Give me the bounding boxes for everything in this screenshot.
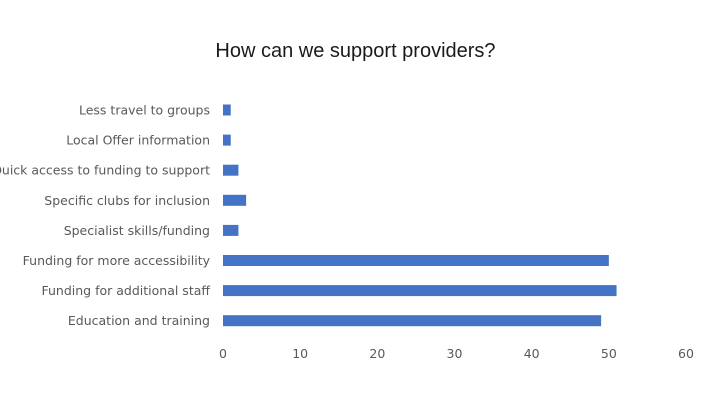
bar [223,194,247,206]
category-label: Funding for additional staff [42,283,211,298]
bar [223,164,239,176]
category-label: Local Offer information [66,133,210,148]
bar [223,104,231,116]
bar [223,134,231,146]
x-tick-label: 0 [219,346,227,361]
category-label: Funding for more accessibility [23,253,211,268]
bar [223,315,602,327]
category-label: Specific clubs for inclusion [44,193,210,208]
category-label: Specialist skills/funding [64,223,210,238]
x-tick-label: 50 [601,346,617,361]
category-label: Less travel to groups [79,103,210,118]
category-label: Education and training [68,313,210,328]
x-tick-label: 60 [678,346,694,361]
x-tick-label: 10 [292,346,308,361]
x-tick-label: 20 [369,346,385,361]
chart-title: How can we support providers? [215,40,496,62]
x-tick-label: 40 [524,346,540,361]
bar [223,224,239,236]
x-tick-label: 30 [447,346,463,361]
bar [223,255,609,266]
bar [223,285,617,297]
category-label: Quick access to funding to support [0,163,210,178]
